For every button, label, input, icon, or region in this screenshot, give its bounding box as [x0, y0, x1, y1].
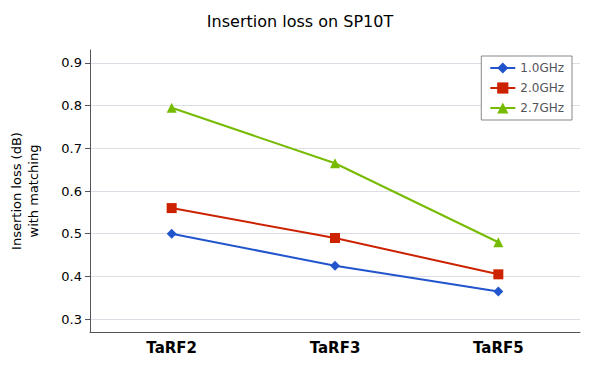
svg-text:0.4: 0.4	[61, 269, 82, 284]
svg-text:0.5: 0.5	[61, 226, 82, 241]
svg-text:0.7: 0.7	[61, 141, 82, 156]
svg-text:2.7GHz: 2.7GHz	[520, 101, 564, 115]
svg-text:0.9: 0.9	[61, 55, 82, 70]
svg-text:2.0GHz: 2.0GHz	[520, 81, 564, 95]
svg-text:TaRF2: TaRF2	[146, 339, 197, 357]
svg-text:0.3: 0.3	[61, 312, 82, 327]
svg-text:Insertion loss (dB): Insertion loss (dB)	[9, 132, 24, 250]
svg-text:1.0GHz: 1.0GHz	[520, 61, 564, 75]
svg-text:0.6: 0.6	[61, 184, 82, 199]
svg-text:TaRF3: TaRF3	[310, 339, 361, 357]
svg-text:0.8: 0.8	[61, 98, 82, 113]
svg-text:with matching: with matching	[26, 145, 41, 238]
svg-text:Insertion loss on SP10T: Insertion loss on SP10T	[207, 12, 394, 31]
svg-text:TaRF5: TaRF5	[473, 339, 524, 357]
